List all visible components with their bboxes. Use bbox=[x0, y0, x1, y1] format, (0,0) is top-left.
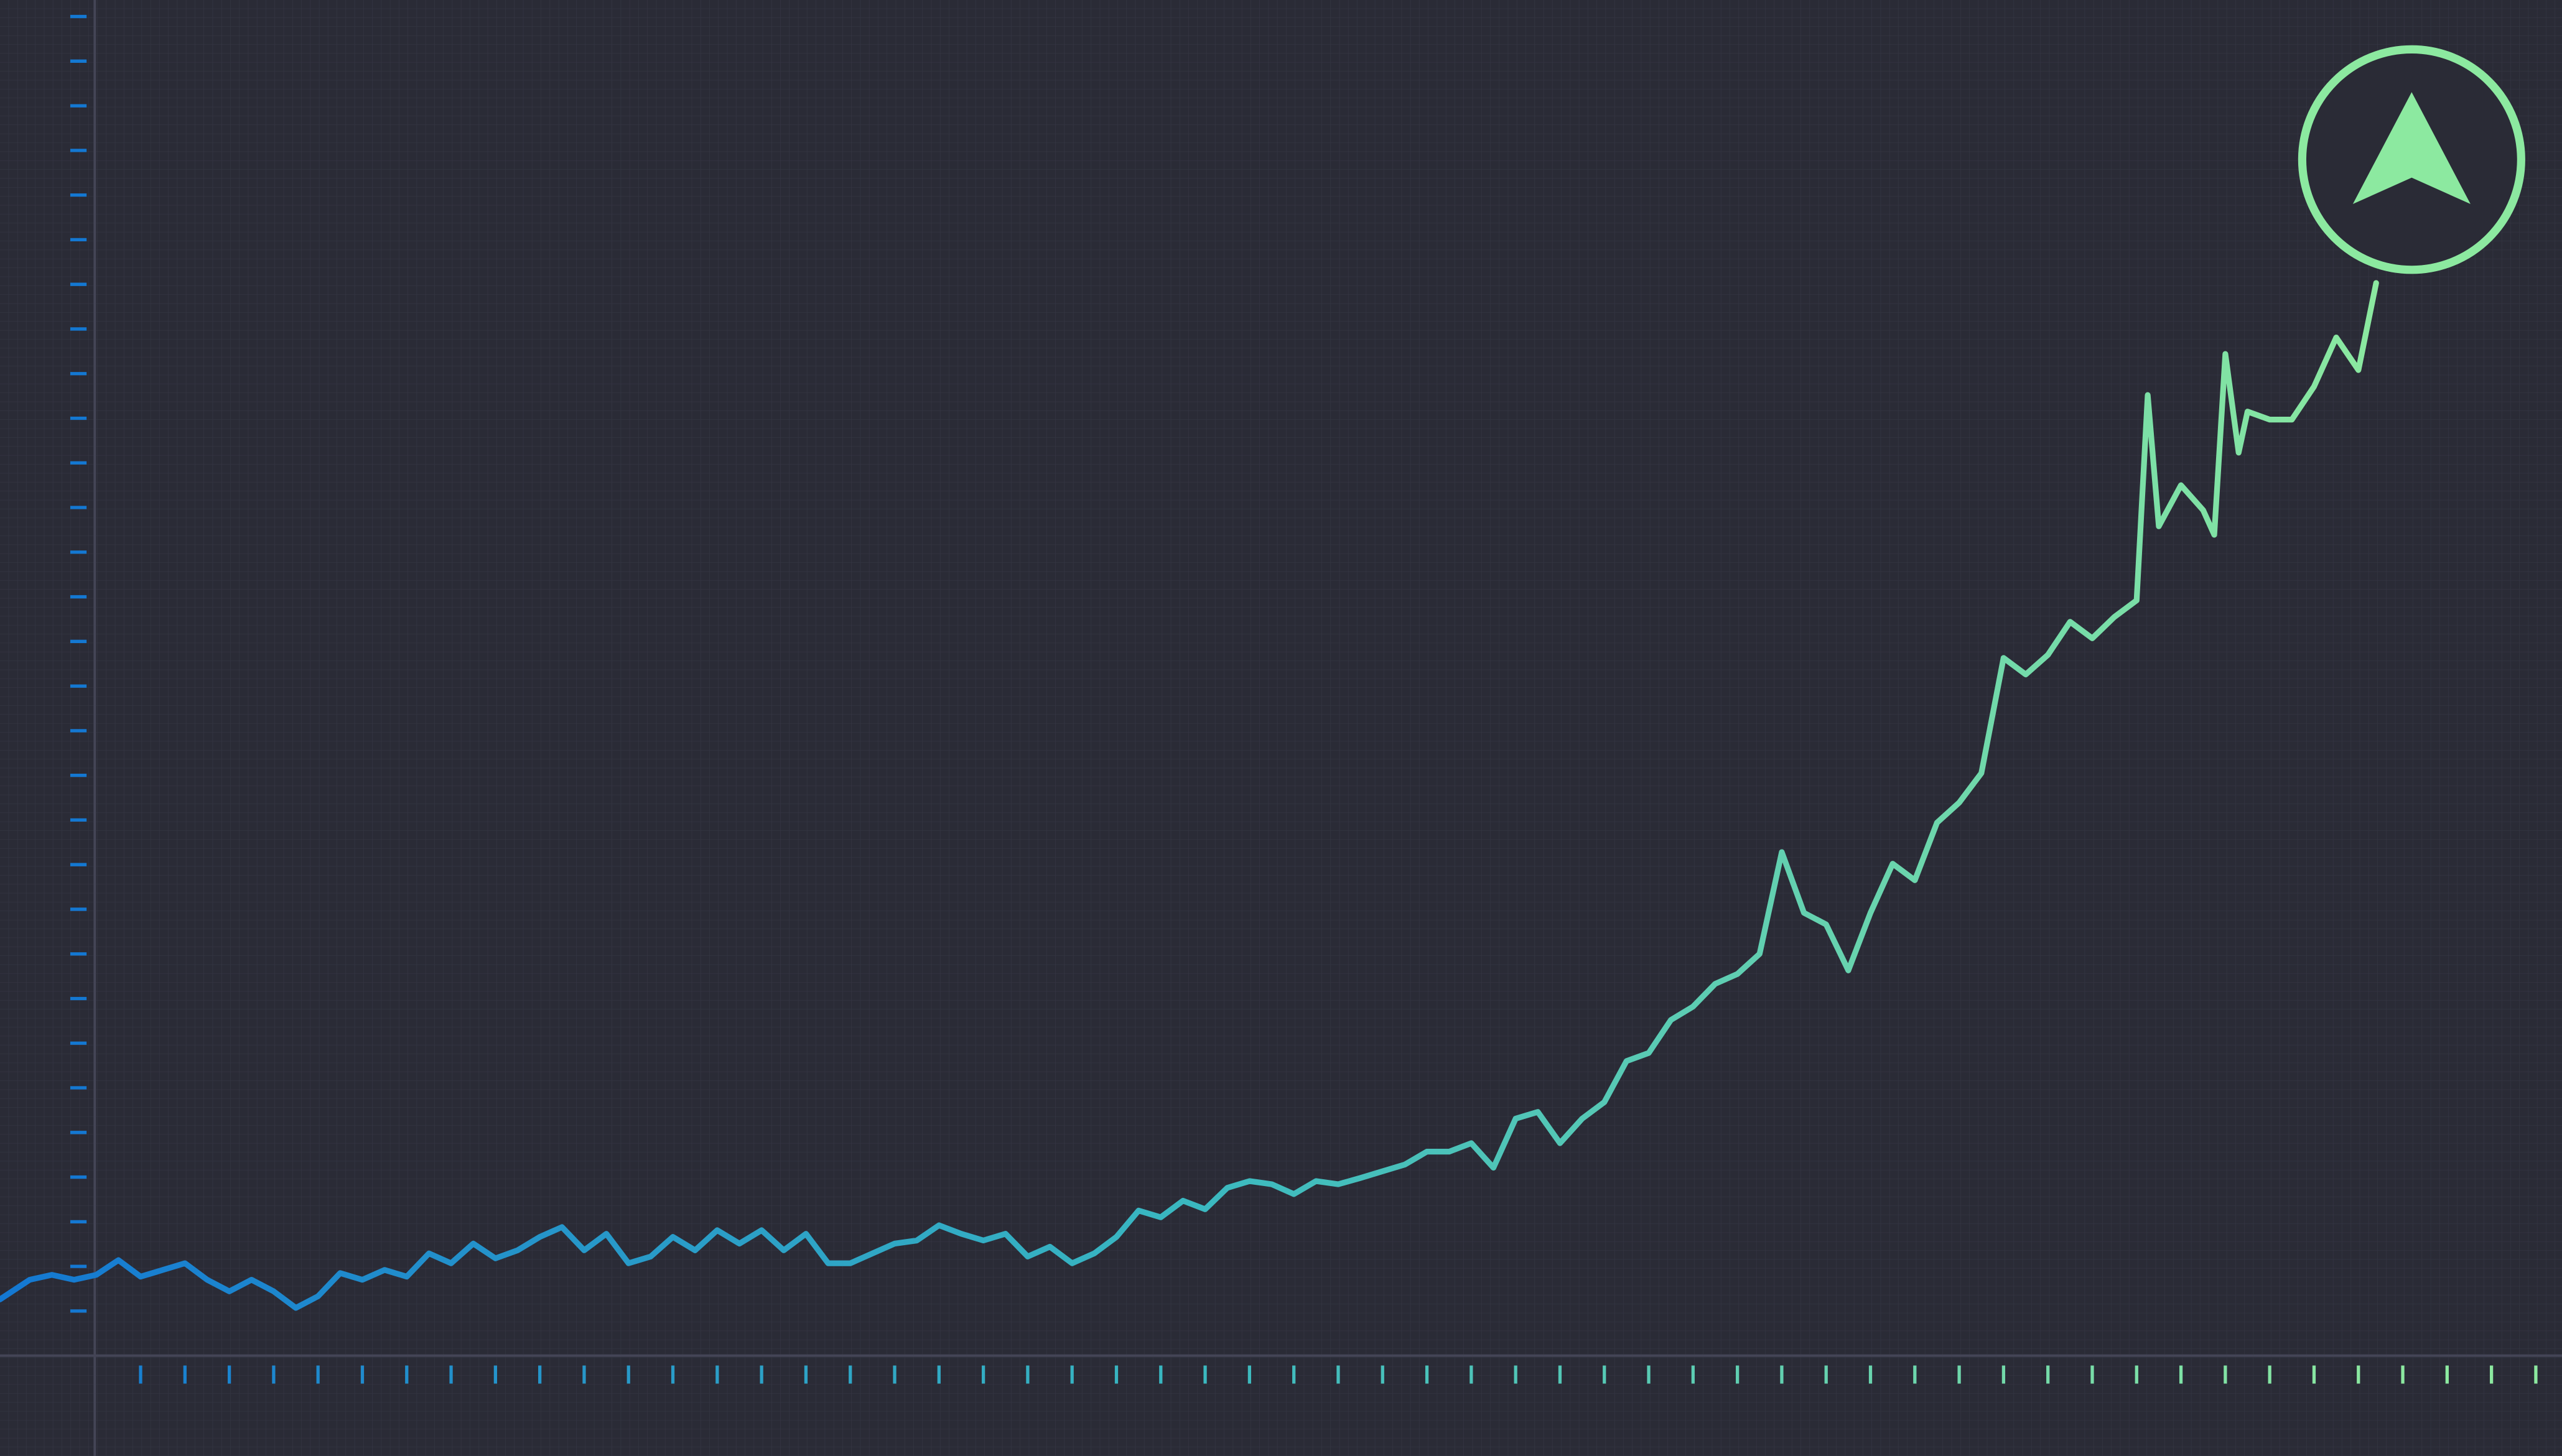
plot bbox=[0, 14, 2538, 1384]
badge-arrow bbox=[2352, 92, 2471, 205]
up-badge bbox=[2298, 45, 2525, 274]
line bbox=[0, 280, 2379, 1311]
